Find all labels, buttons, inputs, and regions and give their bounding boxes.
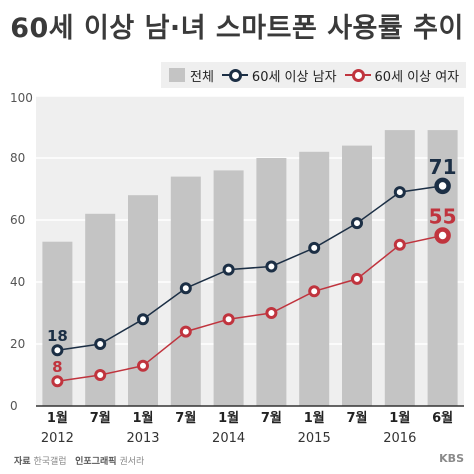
data-point — [51, 344, 64, 357]
data-point — [351, 217, 363, 230]
data-point — [179, 282, 192, 295]
legend-item-total: 전체 — [169, 66, 214, 85]
x-tick-label: 6월 — [432, 410, 453, 426]
year-label: 2014 — [212, 431, 245, 446]
data-point — [434, 227, 451, 244]
y-tick-label: 40 — [10, 275, 25, 289]
x-tick-label: 7월 — [261, 410, 282, 426]
bar — [384, 130, 415, 406]
x-tick-label: 7월 — [175, 410, 196, 426]
x-tick-label: 7월 — [346, 410, 367, 426]
data-point — [179, 325, 192, 338]
y-tick-label: 80 — [10, 151, 25, 165]
source-label: 자료 — [14, 457, 31, 467]
year-label: 2015 — [298, 431, 331, 446]
graphic-label: 인포그래픽 — [75, 457, 117, 467]
legend-item-male: 60세 이상 남자 — [221, 66, 337, 85]
data-point — [222, 313, 235, 326]
y-tick-label: 20 — [10, 337, 25, 351]
y-tick-label: 100 — [10, 91, 33, 105]
data-label: 55 — [429, 205, 457, 229]
y-tick-label: 0 — [10, 399, 18, 413]
data-point — [137, 313, 149, 326]
legend-marker-male — [221, 68, 248, 82]
x-tick-label: 1월 — [47, 410, 68, 426]
series-line — [57, 185, 443, 351]
x-tick-label: 7월 — [90, 410, 111, 426]
legend-label-total: 전체 — [190, 69, 214, 85]
legend-swatch-bar — [169, 68, 185, 82]
data-point — [94, 369, 107, 381]
x-tick-label: 1월 — [218, 410, 239, 426]
year-label: 2013 — [126, 431, 159, 446]
data-point — [308, 241, 321, 254]
legend-marker-female — [344, 68, 371, 82]
graphic-value: 권서라 — [119, 457, 145, 467]
source-value: 한국갤럽 — [33, 457, 67, 467]
bar — [213, 170, 244, 406]
x-tick-label: 1월 — [132, 410, 153, 426]
data-point — [308, 285, 321, 298]
data-point — [265, 260, 278, 273]
data-point — [434, 177, 451, 195]
data-label: 18 — [47, 327, 68, 345]
data-point — [137, 359, 149, 372]
year-label: 2016 — [383, 431, 416, 446]
legend-item-female: 60세 이상 여자 — [344, 66, 460, 85]
series-line — [57, 234, 443, 382]
bar — [299, 151, 330, 406]
data-point — [94, 338, 107, 350]
footer-credits: 자료 한국갤럽 인포그래픽 권서라 — [14, 454, 144, 467]
data-point — [393, 238, 406, 251]
bar — [256, 158, 287, 406]
legend: 전체 60세 이상 남자 60세 이상 여자 — [161, 62, 466, 88]
data-label: 71 — [429, 155, 457, 179]
data-point — [51, 375, 64, 388]
year-label: 2012 — [41, 431, 74, 446]
brand-logo: KBS — [439, 452, 464, 465]
data-point — [265, 307, 278, 319]
y-tick-label: 60 — [10, 213, 25, 227]
data-label: 8 — [52, 358, 62, 376]
legend-label-female: 60세 이상 여자 — [374, 69, 460, 85]
legend-label-male: 60세 이상 남자 — [251, 69, 337, 85]
data-point — [351, 272, 363, 285]
x-tick-label: 1월 — [389, 410, 410, 426]
x-tick-label: 1월 — [304, 410, 325, 426]
data-point — [393, 186, 406, 199]
bar — [427, 130, 458, 406]
bar — [128, 195, 158, 406]
data-point — [222, 263, 235, 276]
chart-title: 60세 이상 남·녀 스마트폰 사용률 추이 — [10, 13, 464, 44]
